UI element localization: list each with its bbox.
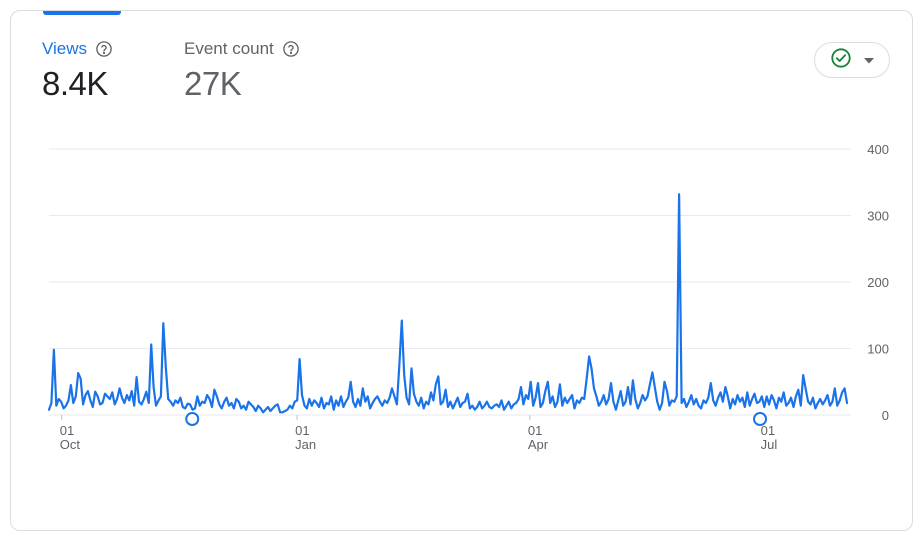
x-tick-label-day: 01 bbox=[295, 423, 309, 438]
metric-tab-event-count[interactable]: Event count 27K bbox=[184, 39, 300, 103]
x-tick-label-month: Jan bbox=[295, 437, 316, 452]
views-chart-card: Views 8.4K Event count 27K bbox=[10, 10, 913, 531]
y-tick-label: 200 bbox=[867, 275, 889, 290]
series-line-views bbox=[47, 193, 849, 414]
check-circle-icon bbox=[830, 47, 852, 74]
x-tick-label-day: 01 bbox=[761, 423, 775, 438]
x-tick-label-month: Jul bbox=[761, 437, 778, 452]
x-tick-label-day: 01 bbox=[528, 423, 542, 438]
metric-label-views: Views bbox=[42, 39, 88, 58]
metric-value-event-count: 27K bbox=[184, 65, 242, 102]
help-circle-icon[interactable] bbox=[282, 40, 300, 58]
status-dropdown-button[interactable] bbox=[814, 42, 890, 78]
metric-tab-views[interactable]: Views 8.4K bbox=[42, 39, 113, 103]
annotation-marker bbox=[185, 412, 200, 426]
x-tick-label-month: Oct bbox=[60, 437, 81, 452]
y-tick-label: 300 bbox=[867, 209, 889, 224]
selected-tab-indicator bbox=[43, 11, 121, 15]
y-tick-label: 0 bbox=[882, 408, 889, 423]
x-tick-label-month: Apr bbox=[528, 437, 549, 452]
metric-label-event-count: Event count bbox=[184, 39, 274, 58]
annotation-marker bbox=[753, 412, 768, 426]
metric-value-views: 8.4K bbox=[42, 65, 108, 102]
caret-down-icon bbox=[864, 51, 874, 69]
y-tick-label: 400 bbox=[867, 142, 889, 157]
x-tick-label-day: 01 bbox=[60, 423, 74, 438]
help-circle-icon[interactable] bbox=[95, 40, 113, 58]
y-tick-label: 100 bbox=[867, 342, 889, 357]
